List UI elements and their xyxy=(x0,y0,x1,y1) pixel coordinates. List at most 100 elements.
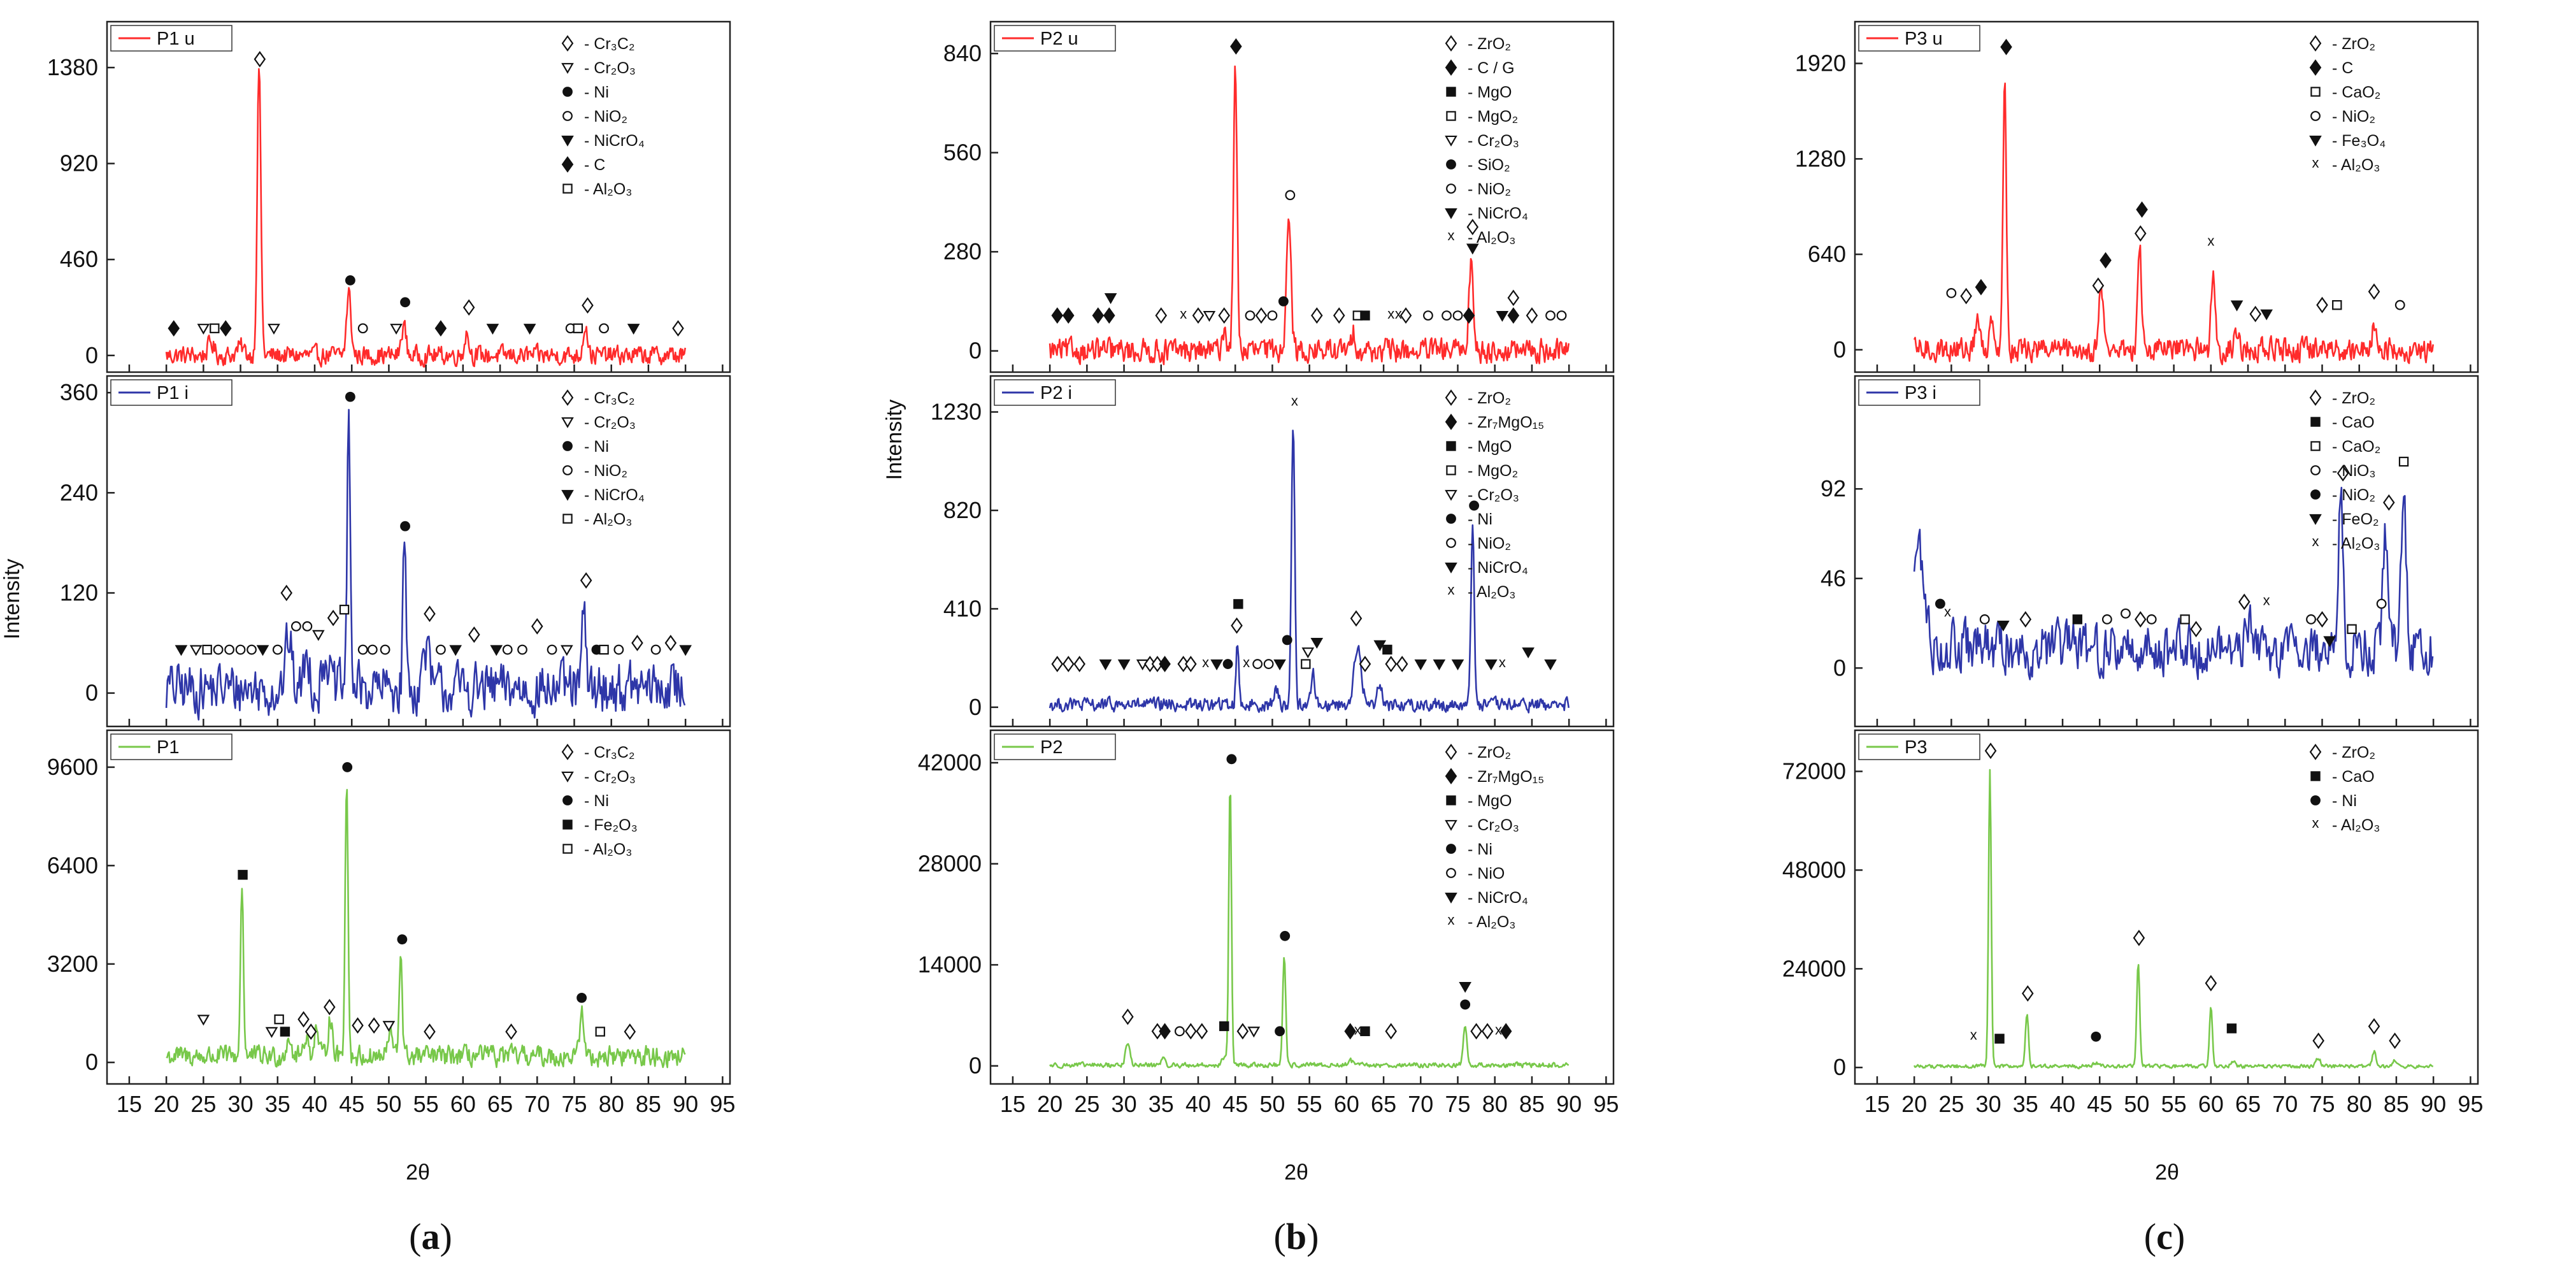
phase-marker xyxy=(1275,1026,1285,1037)
legend-symbol xyxy=(2309,135,2322,147)
legend-symbol xyxy=(562,441,573,451)
phase-marker xyxy=(1423,310,1433,321)
phase-marker xyxy=(1219,1021,1229,1032)
legend-entry: - Al₂O₃ xyxy=(584,180,632,198)
phase-marker xyxy=(2316,611,2328,628)
phase-marker xyxy=(1267,310,1278,321)
legend-symbol xyxy=(1446,514,1456,524)
phase-marker xyxy=(1285,190,1296,201)
legend-symbol xyxy=(1445,389,1457,406)
x-tick-label: 75 xyxy=(2309,1091,2335,1117)
y-tick-label: 920 xyxy=(60,150,98,177)
x-tick-label: 45 xyxy=(1222,1091,1248,1117)
legend-symbol xyxy=(561,771,574,783)
phase-marker xyxy=(424,1023,436,1040)
x-tick-label: 80 xyxy=(599,1091,624,1117)
x-tick-label: 30 xyxy=(1112,1091,1137,1117)
legend-symbol xyxy=(1445,489,1457,501)
phase-marker xyxy=(2019,611,2032,628)
phase-marker xyxy=(1499,1023,1512,1040)
phase-marker xyxy=(627,324,640,335)
legend-entry: - Al₂O₃ xyxy=(584,841,632,858)
phase-marker xyxy=(213,644,224,655)
phase-marker xyxy=(280,1027,290,1037)
y-tick-label: 48000 xyxy=(1782,856,1846,883)
phase-marker xyxy=(367,644,378,655)
legend-symbol xyxy=(1446,868,1456,878)
x-tick-label: 20 xyxy=(1037,1091,1063,1117)
legend-symbol: x xyxy=(2312,155,2319,171)
phase-marker xyxy=(2249,305,2261,322)
phase-marker xyxy=(1470,1023,1482,1040)
legend-symbol xyxy=(2309,744,2322,760)
y-tick-label: 1230 xyxy=(931,399,982,425)
x-tick-label: 45 xyxy=(339,1091,364,1117)
y-tick-label: 72000 xyxy=(1782,758,1846,784)
legend-entry: - ZrO₂ xyxy=(2332,389,2375,407)
legend-symbol xyxy=(1445,59,1457,76)
legend-entry: - NiO₂ xyxy=(2332,486,2375,504)
x-tick-label: 65 xyxy=(2235,1091,2261,1117)
phase-marker xyxy=(238,870,248,880)
legend-entry: - Cr₂O₃ xyxy=(1468,132,1519,150)
x-tick-label: 60 xyxy=(2198,1091,2224,1117)
legend-entry: - MgO xyxy=(1468,792,1512,810)
legend-entry: - Zr₇MgO₁₅ xyxy=(1468,414,1544,431)
legend-entry: - Fe₂O₃ xyxy=(584,816,638,834)
y-tick-label: 46 xyxy=(1821,565,1846,591)
y-tick-label: 1920 xyxy=(1795,50,1846,76)
phase-marker xyxy=(1051,307,1064,324)
phase-marker xyxy=(235,644,246,655)
phase-marker xyxy=(2190,621,2202,638)
legend-symbol: x xyxy=(2312,533,2319,549)
phase-marker xyxy=(1984,742,1997,760)
phase-marker xyxy=(210,323,220,333)
x-tick-label: 55 xyxy=(2161,1091,2187,1117)
legend-entry: - Cr₂O₃ xyxy=(584,414,636,431)
legend-symbol xyxy=(562,795,573,805)
legend-symbol xyxy=(562,87,573,97)
phase-marker xyxy=(2398,456,2409,467)
chart-panel-P1: 0 3200 6400 9600 15 20 25 30 35 40 45 50 55 60 65 70 75 8… xyxy=(47,729,735,1117)
phase-marker: x xyxy=(1387,306,1394,322)
phase-marker xyxy=(624,1023,636,1040)
y-tick-label: 0 xyxy=(1833,1054,1846,1080)
phase-marker xyxy=(254,51,266,68)
chart-panel-P2: 0 14000 28000 42000 15 20 25 30 35 40 45 50 55 60 65 70… xyxy=(918,729,1619,1117)
phase-marker xyxy=(1099,659,1112,670)
plot-frame xyxy=(989,20,1615,373)
x-tick-label: 55 xyxy=(413,1091,439,1117)
phase-marker xyxy=(468,626,480,643)
phase-marker: x xyxy=(1499,654,1506,670)
legend-symbol xyxy=(561,62,574,74)
legend-symbol xyxy=(1445,35,1457,52)
phase-marker: x xyxy=(1395,306,1402,322)
x-tick-label: 25 xyxy=(190,1091,216,1117)
series-line-P2i xyxy=(1048,429,1570,714)
legend-entry: - Fe₃O₄ xyxy=(2332,132,2386,150)
phase-marker xyxy=(1360,1026,1370,1037)
legend-symbol xyxy=(1445,208,1457,219)
y-tick-label: 0 xyxy=(1833,654,1846,681)
phase-marker xyxy=(1960,287,1972,305)
phase-marker xyxy=(1442,310,1452,321)
legend-entry: - Cr₂O₃ xyxy=(584,768,636,786)
x-tick-label: 95 xyxy=(2458,1091,2483,1117)
legend-entry: - Al₂O₃ xyxy=(2332,535,2380,552)
legend-entry: - NiO₂ xyxy=(584,462,627,480)
phase-marker xyxy=(1997,620,2010,632)
phase-marker xyxy=(357,323,368,334)
phase-marker xyxy=(2332,299,2342,310)
series-line-P1i xyxy=(165,408,686,721)
x-tick-label: 85 xyxy=(2384,1091,2409,1117)
y-tick-label: 14000 xyxy=(918,951,982,978)
y-tick-label: 0 xyxy=(969,694,982,720)
y-tick-label: 9600 xyxy=(47,754,98,780)
legend-entry: - Al₂O₃ xyxy=(584,510,632,528)
phase-marker: x xyxy=(2207,233,2214,249)
legend-symbol xyxy=(2309,514,2322,525)
legend-symbol xyxy=(562,184,573,194)
series-line-P2u xyxy=(1048,65,1570,366)
series-legend-label: P1 i xyxy=(157,383,189,403)
phase-marker xyxy=(1222,659,1233,669)
